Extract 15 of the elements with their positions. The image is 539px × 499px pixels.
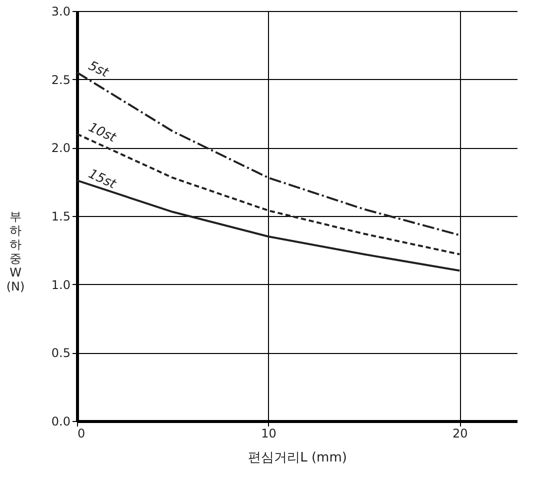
text: 15st — [86, 166, 119, 193]
y-tick-label: 0.0 — [51, 414, 70, 428]
y-tick-label: 1.0 — [51, 278, 70, 292]
y-tick-label: 0.5 — [51, 346, 70, 360]
y-tick-label: 3.0 — [51, 4, 70, 18]
y-axis-title: 부하하중 W (N) — [6, 210, 25, 294]
y-tick-label: 2.0 — [51, 141, 70, 156]
x-axis-title: 편심거리L (mm) — [248, 450, 347, 466]
y-tick-label: 2.5 — [51, 72, 70, 87]
x-tick-label: 10 — [261, 426, 276, 440]
x-tick-label: 20 — [452, 426, 468, 440]
text: 10st — [86, 120, 119, 146]
y-tick-label: 1.5 — [51, 210, 70, 224]
x-tick-label: 0 — [78, 426, 86, 440]
text: 5st — [86, 58, 112, 82]
